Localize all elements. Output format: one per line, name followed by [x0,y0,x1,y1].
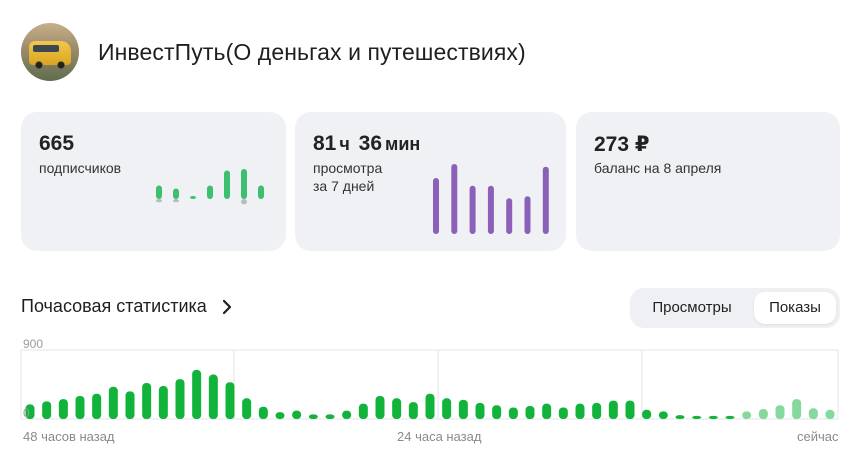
views-day-bar [433,178,439,234]
views-hours-unit: ч [339,134,350,154]
views-label-line2: за 7 дней [313,178,375,194]
hourly-bar [225,382,235,419]
subscribers-spark-bar [190,196,196,199]
hourly-bar [175,379,185,419]
subscribers-card[interactable]: 665 подписчиков [21,112,286,251]
hourly-bar [525,405,535,419]
views-day-bar [506,198,513,234]
hourly-bar [492,405,502,419]
views-hours: 81 [313,132,337,155]
subscribers-spark-bar [156,185,162,199]
hourly-bar [742,411,752,419]
subscribers-value: 665 [39,132,75,155]
hourly-bar [792,399,802,419]
hourly-bar [708,415,718,419]
hourly-bar [108,386,118,419]
toggle-shows[interactable]: Показы [754,292,836,324]
subscribers-label: подписчиков [39,160,122,176]
x-label-middle: 24 часа назад [397,429,482,444]
metric-toggle: Просмотры Показы [630,288,840,328]
subscribers-spark-bar [224,170,230,199]
hourly-bar [325,414,335,419]
hourly-bar [208,374,218,419]
subscribers-spark-bar [241,169,247,199]
hourly-bar [758,409,768,419]
hourly-bar [508,407,518,419]
hourly-bar [242,398,252,419]
balance-value: 273 ₽ [594,133,650,156]
views-label: просмотра за 7 дней [313,159,382,195]
hourly-bar [342,410,352,419]
hourly-bar [775,405,785,419]
hourly-bar [25,404,35,419]
hourly-bar [92,393,102,419]
hourly-bar [558,407,568,419]
hourly-bar [625,400,635,419]
camper-van-icon [29,41,71,69]
subscribers-sparkline [156,169,264,205]
hourly-bar [408,402,418,419]
hourly-stats-title: Почасовая статистика [21,296,207,316]
views-minutes-unit: мин [385,134,421,154]
views-value: 81 ч 36 мин [313,132,420,156]
subscribers-spark-neg-bar [156,199,162,203]
hourly-bar [292,410,302,419]
hourly-bar [75,396,85,419]
hourly-bar [425,393,435,419]
hourly-bar-chart[interactable]: 900 0 [0,330,863,428]
hourly-bar [592,402,602,419]
x-label-left: 48 часов назад [23,429,115,444]
views-day-bar [542,166,549,234]
subscribers-spark-neg-bar [241,199,247,205]
toggle-views[interactable]: Просмотры [652,299,732,316]
hourly-bar [692,415,702,419]
channel-header: ИнвестПуть(О деньгах и путешествиях) [21,22,526,82]
hourly-bar [125,391,135,419]
hourly-bar [658,411,668,419]
balance-label: баланс на 8 апреля [594,160,722,176]
hourly-bar [608,400,618,419]
views-bar-chart [433,164,549,234]
hourly-bar [442,398,452,419]
views-day-bar [469,185,476,234]
chevron-right-icon [222,299,231,314]
views-card[interactable]: 81 ч 36 мин просмотра за 7 дней [295,112,566,251]
hourly-bar [42,401,52,419]
balance-card[interactable]: 273 ₽ баланс на 8 апреля [576,112,840,251]
hourly-bar [675,415,685,419]
subscribers-spark-bar [258,185,264,199]
y-max-label: 900 [23,337,43,351]
subscribers-spark-neg-bar [173,199,179,203]
subscribers-spark-bar [173,188,179,199]
avatar[interactable] [21,23,79,81]
hourly-bar [258,406,268,419]
hourly-bar [275,412,285,419]
views-day-bar [451,164,458,234]
hourly-bar [725,415,735,419]
hourly-bar [542,403,552,419]
hourly-bar [642,409,652,419]
views-minutes: 36 [358,132,383,155]
hourly-bar [808,408,818,419]
hourly-bar [392,398,402,419]
hourly-bar [475,402,485,419]
views-day-bar [524,196,531,234]
hourly-bar [192,369,202,419]
subscribers-spark-bar [207,185,213,199]
views-label-line1: просмотра [313,160,383,176]
hourly-bar [158,386,168,419]
hourly-bar [575,403,585,419]
channel-title: ИнвестПуть(О деньгах и путешествиях) [98,38,526,65]
hourly-bar [58,399,68,419]
hourly-bar [308,414,318,419]
hourly-bar [825,409,835,419]
views-day-bar [487,185,494,234]
hourly-bar [142,382,152,419]
hourly-bar [358,403,368,419]
hourly-bar [375,396,385,419]
y-min-label: 0 [23,406,30,420]
hourly-stats-link[interactable]: Почасовая статистика [21,296,233,317]
hourly-bar [458,399,468,419]
x-label-right: сейчас [797,429,839,444]
